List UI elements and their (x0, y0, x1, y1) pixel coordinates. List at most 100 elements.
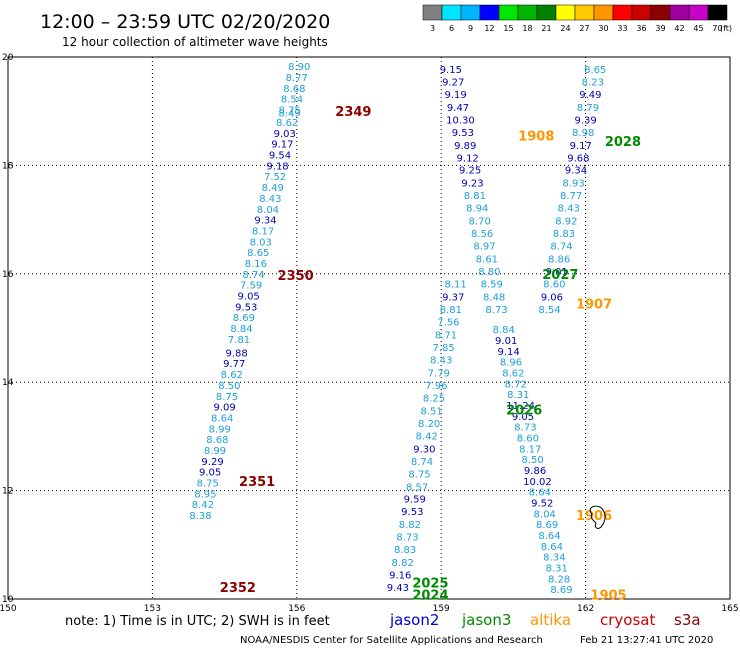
data-point-label: 9.29 (201, 457, 223, 468)
x-tick-label: 153 (144, 604, 161, 614)
gridlines (8, 57, 730, 599)
data-point-label: 9.53 (452, 128, 474, 139)
data-point-label: 9.16 (389, 571, 411, 582)
y-tick-label: 16 (2, 270, 14, 280)
data-point-label: 7.96 (425, 381, 447, 392)
data-point-label: 9.47 (447, 103, 469, 114)
data-point-label: 9.27 (442, 77, 464, 88)
legend-jason3: jason3 (461, 611, 511, 629)
data-point-label: 8.73 (485, 305, 507, 316)
data-point-label: 9.01 (546, 267, 568, 278)
pass-time-label: 1907 (576, 298, 612, 313)
data-point-label: 7.85 (432, 343, 454, 354)
data-point-label: 8.48 (483, 293, 505, 304)
data-point-label: 9.05 (199, 468, 221, 479)
data-point-label: 8.64 (538, 531, 560, 542)
data-point-label: 8.83 (553, 229, 575, 240)
colorbar-tick-label: 9 (468, 24, 473, 33)
data-point-label: 8.74 (550, 242, 572, 253)
data-point-label: 9.18 (266, 161, 288, 172)
data-point-label: 8.17 (519, 444, 541, 455)
y-tick-labels: 10 12 14 16 18 20 (2, 53, 14, 605)
colorbar-swatch (555, 4, 576, 21)
footer-timestamp: Feb 21 13:27:41 UTC 2020 (580, 635, 713, 646)
pass-time-label: 1905 (590, 589, 626, 604)
data-point-label: 9.25 (459, 166, 481, 177)
y-tick-label: 20 (2, 53, 14, 63)
data-point-label: 8.69 (536, 520, 558, 531)
colorbar-swatch (441, 4, 462, 21)
data-point-label: 8.68 (206, 435, 228, 446)
data-point-label: 9.17 (271, 140, 293, 151)
colorbar-swatch (460, 4, 481, 21)
data-point-label: 8.57 (406, 482, 428, 493)
x-tick-labels: 150 153 156 159 162 165 (0, 604, 739, 614)
data-point-label: 9.89 (454, 141, 476, 152)
pass-time-label: 1908 (518, 130, 554, 145)
data-point-label: 8.61 (476, 255, 498, 266)
data-point-label: 8.62 (276, 118, 298, 129)
x-tick-label: 162 (577, 604, 594, 614)
y-tick-label: 14 (2, 378, 14, 388)
colorbar-swatch (517, 4, 538, 21)
x-tick-label: 159 (433, 604, 450, 614)
data-point-label: 9.59 (404, 495, 426, 506)
data-point-label: 8.69 (550, 585, 572, 596)
data-point-label: 8.99 (209, 424, 231, 435)
legend-cryosat: cryosat (600, 611, 655, 629)
data-point-label: 8.72 (505, 379, 527, 390)
data-point-label: 8.81 (464, 191, 486, 202)
y-tick-label: 10 (2, 595, 14, 605)
data-point-label: 9.39 (574, 115, 596, 126)
colorbar: 3 6 9 12 15 18 21 24 27 30 33 36 39 42 45 70(ft) (422, 4, 732, 33)
pass-time-label: 2025 (412, 577, 448, 592)
data-point-label: 8.97 (473, 242, 495, 253)
colorbar-swatch (422, 4, 443, 21)
data-point-label: 9.06 (541, 293, 563, 304)
colorbar-tick-label: 3 (430, 24, 435, 33)
data-point-label: 8.73 (396, 533, 418, 544)
data-point-label: 8.90 (288, 62, 310, 73)
data-point-label: 8.20 (418, 419, 440, 430)
data-point-label: 9.30 (413, 444, 435, 455)
legend-s3a: s3a (674, 611, 701, 629)
colorbar-swatch (669, 4, 690, 21)
data-point-label: 10.02 (523, 477, 552, 488)
data-point-label: 8.16 (245, 259, 267, 270)
data-point-label: 8.43 (558, 204, 580, 215)
data-point-label: 8.77 (286, 73, 308, 84)
data-point-label: 9.88 (226, 348, 248, 359)
colorbar-swatch (593, 4, 614, 21)
pass-time-label: 2027 (542, 268, 578, 283)
data-point-label: 8.54 (281, 95, 303, 106)
data-point-label: 9.05 (238, 291, 260, 302)
data-point-label: 10.30 (446, 115, 475, 126)
data-point-label: 9.34 (254, 216, 276, 227)
plot-frame (7, 56, 731, 600)
data-point-label: 8.17 (252, 226, 274, 237)
wave-height-points: 8.908.778.688.548.758.498.629.039.179.54… (189, 62, 606, 596)
data-point-label: 8.79 (577, 103, 599, 114)
data-point-label: 8.50 (522, 455, 544, 466)
pass-time-label: 2024 (412, 589, 448, 604)
x-tick-label: 150 (0, 604, 17, 614)
data-point-label: 8.75 (408, 469, 430, 480)
data-point-label: 8.50 (218, 381, 240, 392)
legend-altika: altika (530, 611, 571, 629)
colorbar-swatch (536, 4, 557, 21)
data-point-label: 8.75 (197, 478, 219, 489)
colorbar-tick-label: 6 (449, 24, 454, 33)
data-point-label: 8.99 (204, 446, 226, 457)
data-point-label: 8.86 (548, 255, 570, 266)
pass-time-label: 2351 (239, 475, 275, 490)
pass-time-label: 2028 (605, 135, 641, 150)
colorbar-tick-label: 27 (579, 24, 589, 33)
data-point-label: 7.81 (228, 335, 250, 346)
x-tick-label: 165 (721, 604, 738, 614)
data-point-label: 8.73 (514, 423, 536, 434)
data-point-label: 8.64 (529, 488, 551, 499)
colorbar-tick-label: 45 (693, 24, 703, 33)
colorbar-tick-label: 30 (598, 24, 608, 33)
data-point-label: 8.62 (502, 368, 524, 379)
